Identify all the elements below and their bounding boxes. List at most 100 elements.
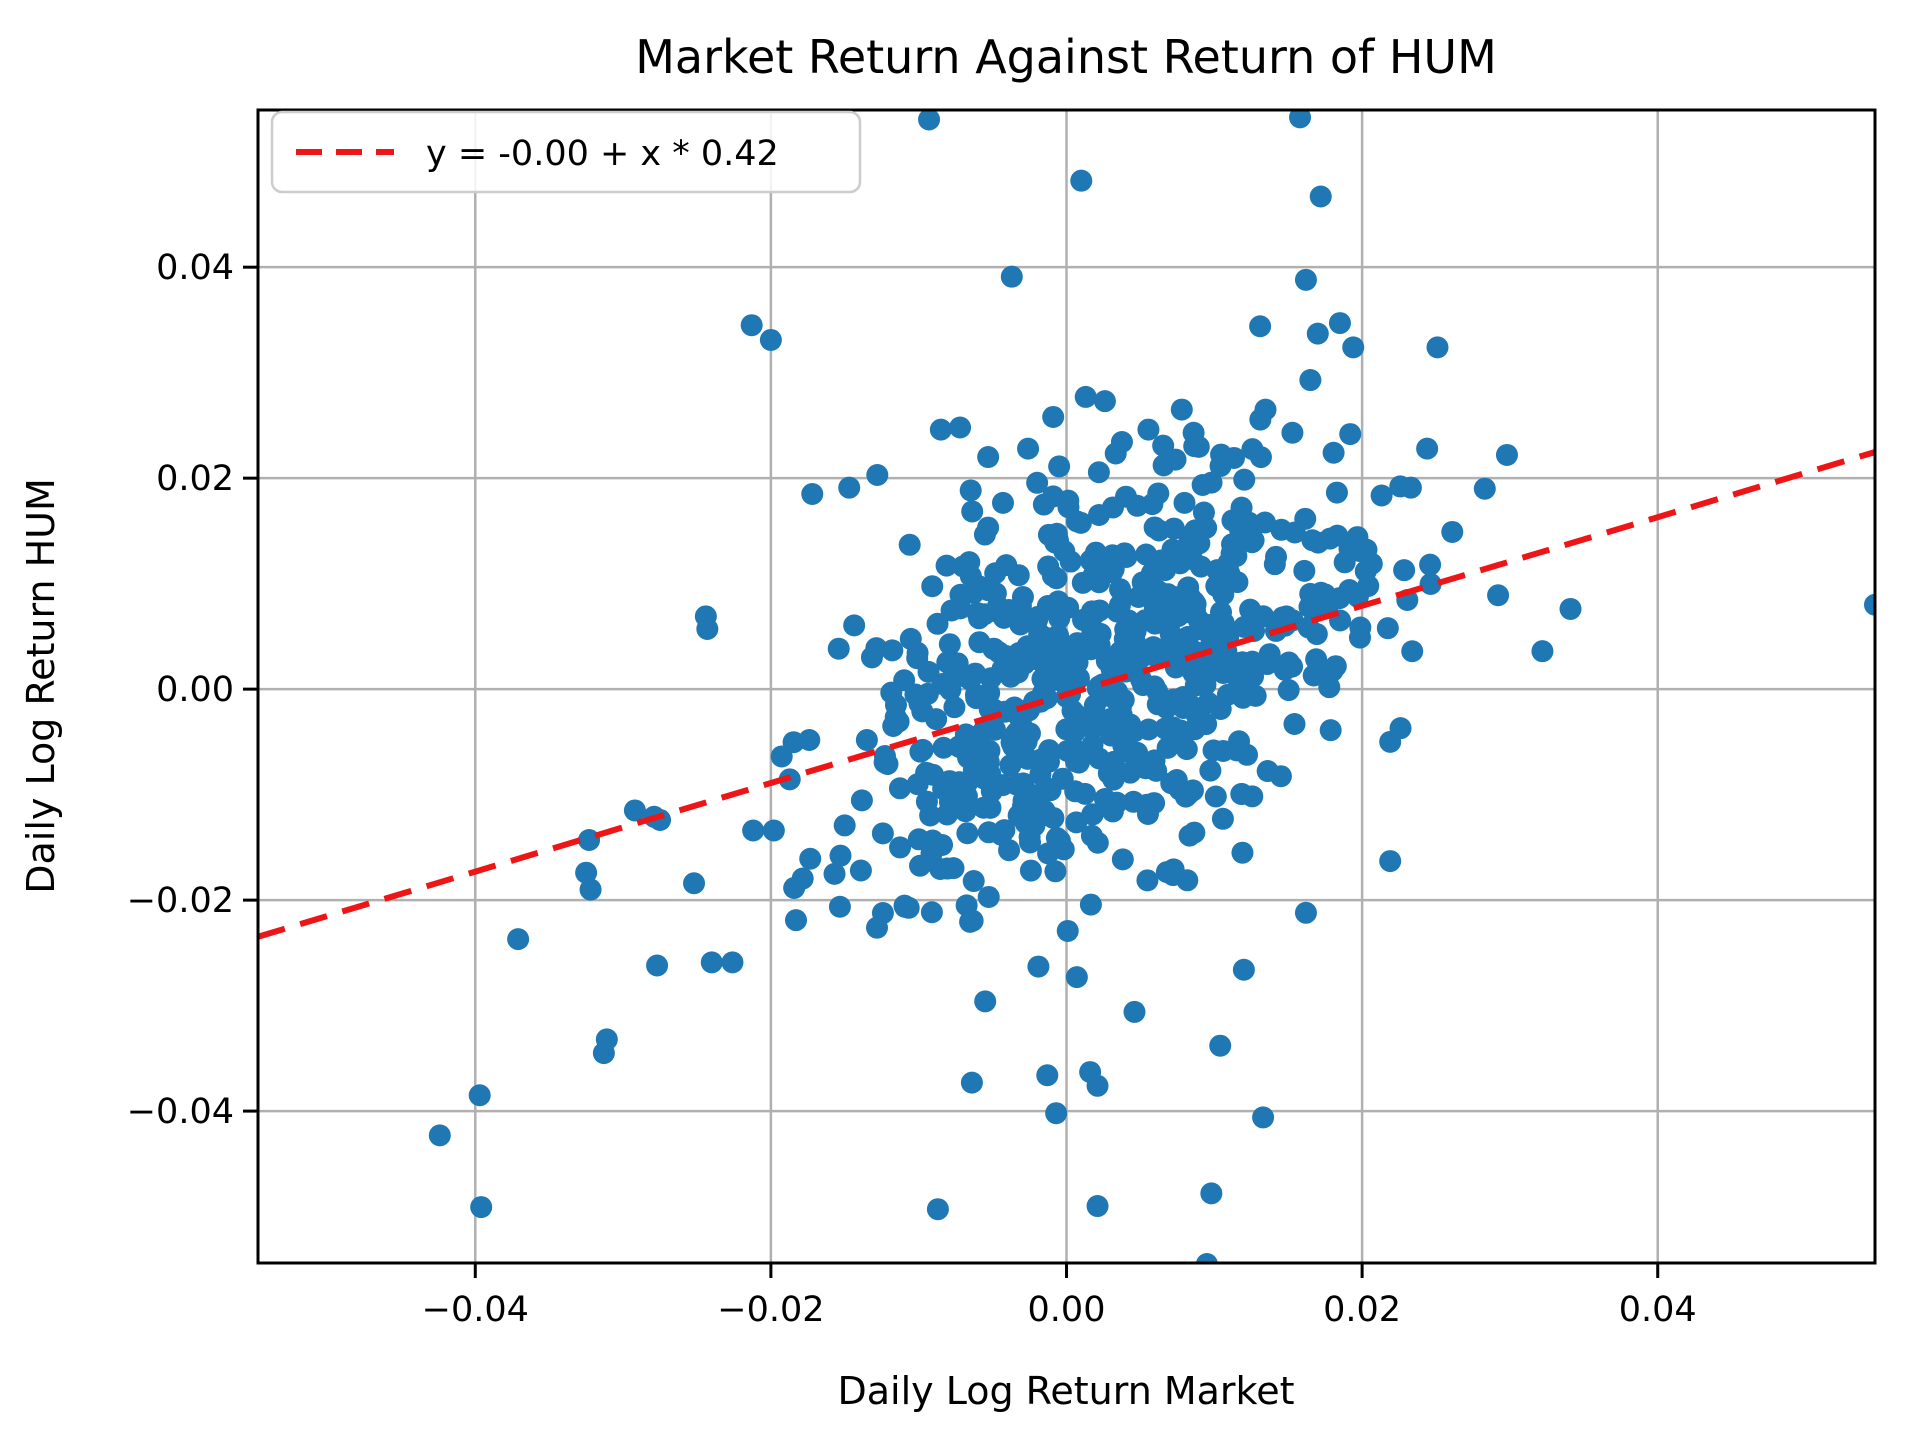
scatter-point [1241, 785, 1264, 808]
scatter-point [1495, 443, 1518, 466]
scatter-point [925, 708, 948, 731]
scatter-point [926, 1198, 949, 1221]
scatter-point [1191, 473, 1214, 496]
legend: y = -0.00 + x * 0.42 [270, 110, 862, 194]
scatter-point [1019, 859, 1042, 882]
scatter-point [1211, 807, 1234, 830]
scatter-point [1559, 597, 1582, 620]
scatter-point [938, 791, 961, 814]
scatter-point [1036, 672, 1059, 695]
scatter-point [1204, 615, 1227, 638]
scatter-point [1487, 584, 1510, 607]
scatter-point [1188, 532, 1211, 555]
scatter-point [468, 1084, 491, 1107]
scatter-point [1263, 553, 1286, 576]
scatter-point [1126, 741, 1149, 764]
scatter-point [683, 872, 706, 895]
scatter-point [1170, 398, 1193, 421]
scatter-point [1299, 369, 1322, 392]
scatter-point [1045, 567, 1068, 590]
scatter-point [1102, 768, 1125, 791]
scatter-point [977, 885, 1000, 908]
scatter-point [1209, 1034, 1232, 1057]
scatter-point [1346, 585, 1369, 608]
scatter-point [1864, 593, 1875, 616]
scatter-point [1305, 623, 1328, 646]
scatter-point [1070, 169, 1093, 192]
chart-title: Market Return Against Return of HUM [635, 30, 1497, 84]
scatter-point [1244, 684, 1267, 707]
x-axis-label: Daily Log Return Market [838, 1369, 1295, 1413]
scatter-point [1249, 315, 1272, 338]
scatter-point [1174, 636, 1197, 659]
scatter-point [990, 823, 1013, 846]
scatter-point [1081, 734, 1104, 757]
scatter-point [1080, 617, 1103, 640]
scatter-point [979, 796, 1002, 819]
scatter-point [1419, 553, 1442, 576]
scatter-point [1239, 598, 1262, 621]
scatter-point [1328, 587, 1351, 610]
scatter-point [871, 822, 894, 845]
scatter-point [1145, 759, 1168, 782]
scatter-point [962, 870, 985, 893]
scatter-point [1175, 738, 1198, 761]
scatter-point [918, 110, 941, 131]
scatter-point [801, 482, 824, 505]
scatter-point [1293, 559, 1316, 582]
scatter-point [799, 847, 822, 870]
scatter-point [1325, 481, 1348, 504]
y-tick-label: 0.02 [156, 459, 234, 499]
scatter-point [860, 646, 883, 669]
scatter-point [1079, 893, 1102, 916]
scatter-point [1000, 265, 1023, 288]
scatter-point [1200, 1182, 1223, 1205]
scatter-point [1003, 696, 1026, 719]
scatter-point [1370, 484, 1393, 507]
scatter-point [1333, 551, 1356, 574]
scatter-point [1256, 760, 1279, 783]
scatter-point [742, 819, 765, 842]
scatter-point [1349, 540, 1372, 563]
scatter-point [1232, 958, 1255, 981]
scatter-point [1204, 785, 1227, 808]
scatter-point [1101, 496, 1124, 519]
scatter-point [1083, 694, 1106, 717]
scatter-point [1354, 560, 1377, 583]
scatter-point [1069, 511, 1092, 534]
scatter-point [992, 606, 1015, 629]
scatter-point [1155, 636, 1178, 659]
scatter-point [889, 836, 912, 859]
scatter-point [1339, 423, 1362, 446]
scatter-point [909, 740, 932, 763]
scatter-point [646, 954, 669, 977]
scatter-point [827, 637, 850, 660]
scatter-point [977, 516, 1000, 539]
scatter-point [721, 951, 744, 974]
scatter-point [1012, 789, 1035, 812]
scatter-point [1281, 421, 1304, 444]
scatter-point [1205, 575, 1228, 598]
scatter-point [1088, 599, 1111, 622]
scatter-point [956, 822, 979, 845]
scatter-point [1129, 668, 1152, 691]
scatter-point [909, 854, 932, 877]
scatter-point [974, 990, 997, 1013]
scatter-point [579, 878, 602, 901]
scatter-point [943, 696, 966, 719]
scatter-point [843, 614, 866, 637]
scatter-point [623, 799, 646, 822]
scatter-point [829, 844, 852, 867]
scatter-point [1225, 739, 1248, 762]
scatter-point [1109, 578, 1132, 601]
x-tick-label: 0.02 [1323, 1290, 1401, 1330]
scatter-point [1080, 824, 1103, 847]
scatter-point [1088, 634, 1111, 657]
scatter-point [1202, 739, 1225, 762]
scatter-point [1127, 586, 1150, 609]
scatter-point [575, 861, 598, 884]
scatter-point [1042, 806, 1065, 829]
scatter-point [1051, 767, 1074, 790]
scatter-point [1036, 595, 1059, 618]
